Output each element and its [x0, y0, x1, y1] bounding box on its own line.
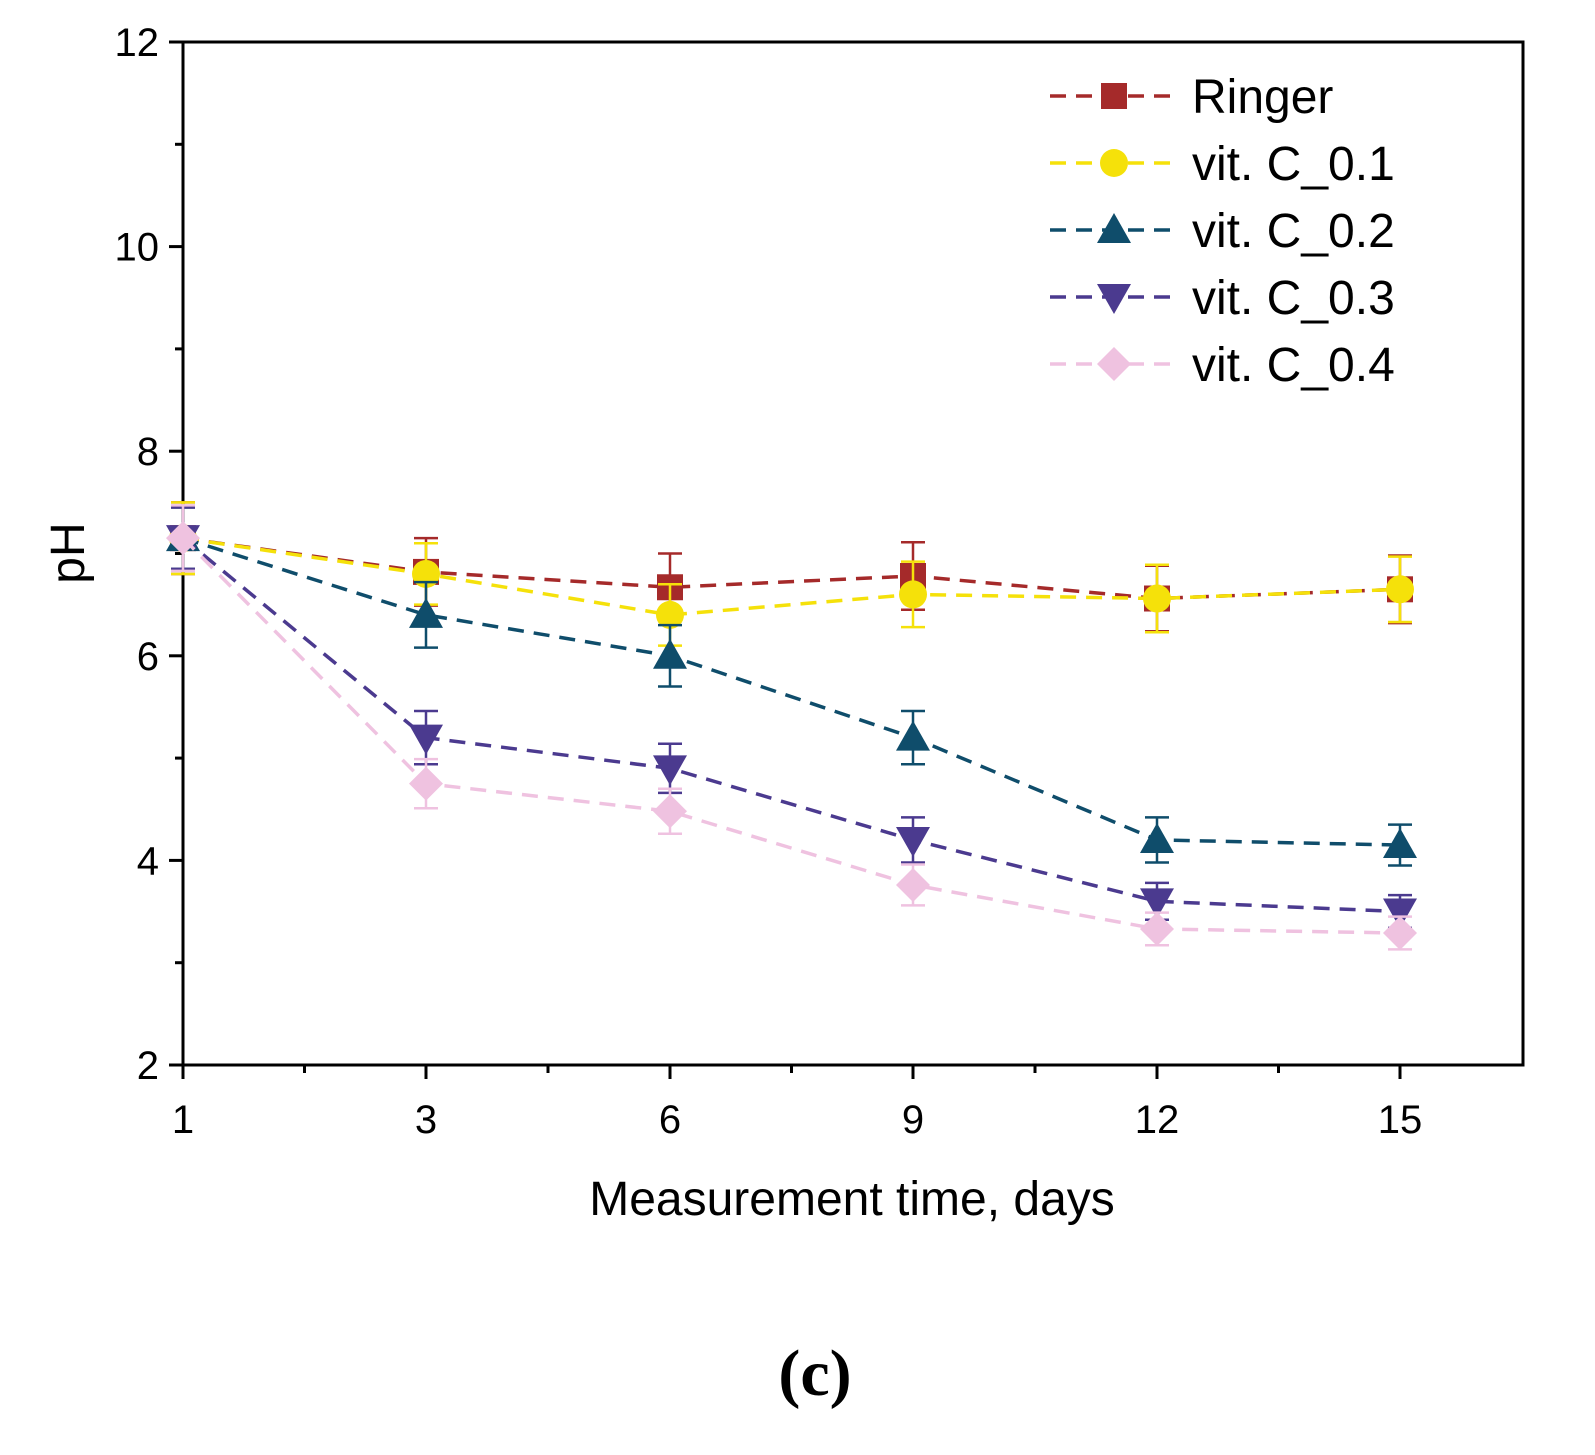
series-line	[182, 536, 1401, 601]
data-point	[1140, 888, 1174, 919]
data-point	[409, 597, 443, 628]
series-1	[169, 501, 1414, 647]
legend-marker	[1100, 149, 1128, 177]
legend-entry: vit. C_0.3	[1050, 272, 1395, 325]
y-tick-label: 4	[137, 839, 159, 883]
legend-marker	[1101, 83, 1127, 109]
y-tick-label: 2	[137, 1044, 159, 1088]
series-line	[181, 536, 1401, 935]
legend-entry: vit. C_0.2	[1050, 205, 1395, 258]
y-tick-label: 8	[137, 430, 159, 474]
series-0	[170, 501, 1413, 633]
data-point	[166, 521, 200, 556]
legend-label: vit. C_0.4	[1192, 339, 1395, 392]
x-tick-label: 1	[172, 1098, 194, 1142]
legend-label: vit. C_0.3	[1192, 272, 1395, 325]
data-point	[1140, 822, 1174, 853]
data-point	[896, 720, 930, 751]
panel-label: (c)	[778, 1337, 851, 1410]
series-layer	[166, 501, 1417, 951]
legend: Ringer vit. C_0.1 vit. C_0.2 vit. C_0.3 vit.…	[1050, 71, 1395, 392]
series-line	[182, 536, 1401, 847]
x-tick-label: 15	[1378, 1098, 1423, 1142]
y-tick-label: 6	[137, 635, 159, 679]
plot-frame	[181, 40, 1525, 1067]
data-point	[896, 826, 930, 857]
axes-layer: 2 4 6 8 10 12 1 3 6 9 12 15	[115, 21, 1423, 1142]
y-tick-label: 12	[115, 21, 160, 65]
series-4	[166, 504, 1417, 951]
series-2	[166, 506, 1417, 867]
legend-entry: Ringer	[1050, 71, 1333, 124]
data-point	[1386, 575, 1414, 604]
data-point	[409, 766, 443, 801]
x-axis-title: Measurement time, days	[589, 1173, 1115, 1226]
x-tick-label: 12	[1135, 1098, 1180, 1142]
legend-label: vit. C_0.2	[1192, 205, 1395, 258]
x-tick-label: 9	[902, 1098, 924, 1142]
series-line	[181, 536, 1401, 914]
legend-entry: vit. C_0.1	[1050, 138, 1395, 191]
legend-marker	[1097, 284, 1131, 314]
data-point	[653, 755, 687, 786]
y-axis-title: pH	[42, 522, 95, 583]
x-tick-label: 3	[415, 1098, 437, 1142]
legend-marker	[1097, 213, 1131, 243]
data-point	[899, 580, 927, 609]
data-point	[1383, 898, 1417, 929]
data-point	[1140, 911, 1174, 946]
y-tick-label: 10	[115, 226, 160, 270]
data-point	[1383, 916, 1417, 951]
series-3	[166, 506, 1417, 930]
legend-label: Ringer	[1192, 71, 1333, 124]
data-point	[653, 638, 687, 669]
legend-label: vit. C_0.1	[1192, 138, 1395, 191]
legend-marker	[1097, 347, 1131, 381]
data-point	[409, 724, 443, 755]
data-point	[1383, 828, 1417, 859]
x-tick-label: 6	[659, 1098, 681, 1142]
series-line	[182, 536, 1401, 617]
data-point	[653, 794, 687, 829]
data-point	[896, 867, 930, 902]
data-point	[1143, 584, 1171, 613]
data-point	[656, 600, 684, 629]
legend-entry: vit. C_0.4	[1050, 339, 1395, 392]
